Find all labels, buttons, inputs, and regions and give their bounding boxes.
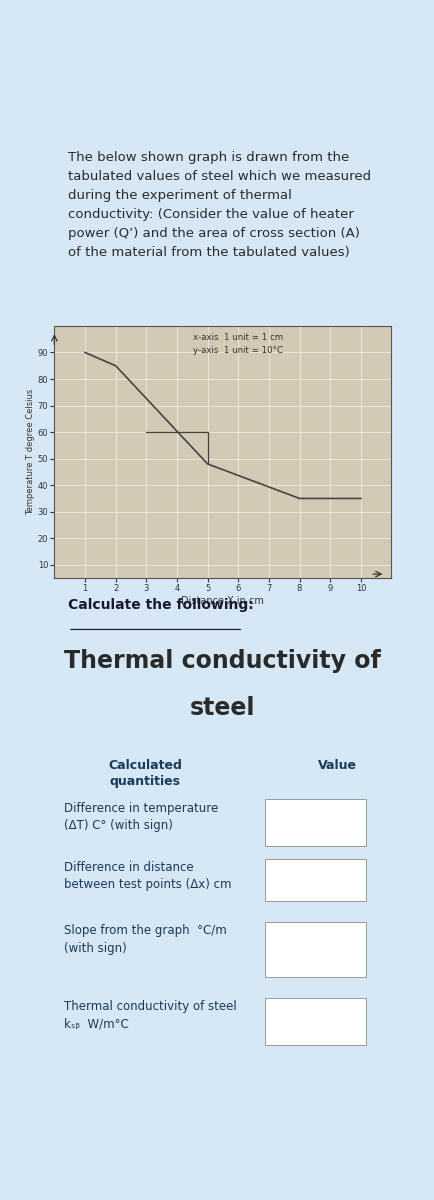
Text: Calculate the following:: Calculate the following:: [68, 598, 253, 612]
Text: Thermal conductivity of: Thermal conductivity of: [64, 649, 381, 673]
X-axis label: Distance X in cm: Distance X in cm: [181, 596, 264, 606]
Text: steel: steel: [190, 696, 255, 720]
Text: Slope from the graph  °C/m
(with sign): Slope from the graph °C/m (with sign): [64, 924, 227, 955]
Text: Difference in temperature
(ΔT) C° (with sign): Difference in temperature (ΔT) C° (with …: [64, 802, 218, 832]
FancyBboxPatch shape: [264, 859, 365, 901]
FancyBboxPatch shape: [264, 998, 365, 1045]
FancyBboxPatch shape: [264, 922, 365, 977]
Y-axis label: Temperature T degree Celsius: Temperature T degree Celsius: [26, 389, 35, 515]
Text: Difference in distance
between test points (Δx) cm: Difference in distance between test poin…: [64, 860, 231, 892]
Text: Thermal conductivity of steel
kₛᵦ  W/m°C: Thermal conductivity of steel kₛᵦ W/m°C: [64, 1001, 237, 1031]
Text: x-axis  1 unit = 1 cm
y-axis  1 unit = 10°C: x-axis 1 unit = 1 cm y-axis 1 unit = 10°…: [192, 334, 282, 355]
FancyBboxPatch shape: [264, 799, 365, 846]
Text: Value: Value: [317, 760, 356, 773]
Text: The below shown graph is drawn from the
tabulated values of steel which we measu: The below shown graph is drawn from the …: [68, 151, 370, 259]
Text: Calculated
quantities: Calculated quantities: [108, 760, 182, 788]
